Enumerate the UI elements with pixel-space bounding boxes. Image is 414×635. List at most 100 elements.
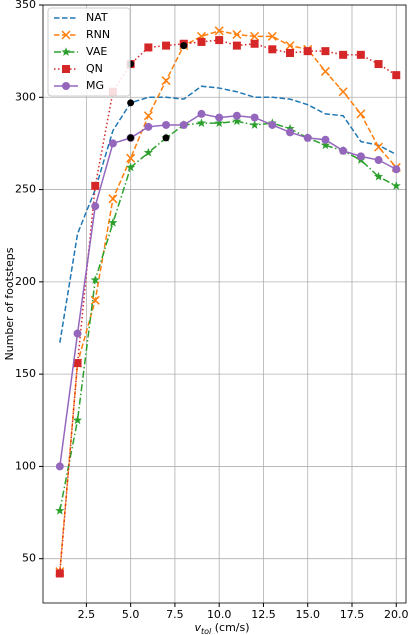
- legend-label: VAE: [86, 45, 107, 58]
- marker: [339, 50, 348, 59]
- x-label-rest: (cm/s): [211, 621, 249, 634]
- marker: [73, 329, 82, 338]
- marker: [285, 123, 295, 133]
- series-line: [59, 113, 397, 467]
- marker: [232, 116, 242, 126]
- marker: [62, 65, 70, 73]
- marker: [232, 30, 242, 40]
- marker: [285, 41, 295, 51]
- x-tick-label: 10.0: [207, 608, 232, 621]
- marker: [161, 76, 171, 86]
- marker: [374, 60, 383, 69]
- marker: [143, 147, 153, 157]
- marker: [144, 43, 153, 52]
- marker: [356, 109, 366, 119]
- y-tick-label: 300: [15, 90, 36, 103]
- x-tick-label: 7.5: [166, 608, 184, 621]
- y-tick-label: 250: [15, 183, 36, 196]
- y-tick-label: 200: [15, 275, 36, 288]
- marker: [320, 140, 330, 150]
- series-line: [59, 30, 397, 572]
- x-tick-label: 17.5: [340, 608, 365, 621]
- x-tick-label: 20.0: [384, 608, 409, 621]
- marker: [126, 162, 136, 172]
- marker: [373, 171, 384, 181]
- marker: [91, 202, 100, 211]
- marker: [55, 505, 65, 515]
- plot-frame: [42, 4, 407, 604]
- y-tick-label: 50: [22, 552, 36, 565]
- y-axis-label: Number of footsteps: [3, 247, 16, 360]
- marker: [303, 47, 312, 56]
- marker: [392, 165, 401, 174]
- marker: [144, 122, 153, 131]
- x-label-main: v: [194, 621, 201, 634]
- highlight-point: [162, 134, 170, 142]
- marker: [250, 31, 260, 41]
- x-tick-label: 12.5: [251, 608, 276, 621]
- marker: [108, 217, 118, 227]
- marker: [215, 113, 224, 122]
- marker: [162, 41, 171, 50]
- marker: [215, 36, 224, 45]
- marker: [73, 359, 82, 368]
- marker: [143, 111, 153, 121]
- marker: [374, 142, 384, 152]
- y-tick-label: 150: [15, 367, 36, 380]
- marker: [321, 135, 330, 144]
- marker: [286, 128, 295, 137]
- x-tick-label: 5.0: [122, 608, 140, 621]
- legend-box: [47, 7, 131, 97]
- marker: [55, 462, 64, 471]
- marker: [214, 26, 224, 36]
- marker: [250, 39, 259, 48]
- marker: [62, 82, 70, 90]
- series-line: [59, 85, 397, 343]
- marker: [392, 71, 401, 80]
- marker: [374, 156, 383, 165]
- marker: [61, 30, 71, 40]
- marker: [391, 181, 401, 190]
- marker: [338, 87, 348, 97]
- marker: [268, 45, 277, 54]
- x-label-sub: tol: [201, 627, 212, 635]
- highlight-point: [180, 42, 188, 50]
- highlight-point: [127, 134, 135, 142]
- marker: [250, 113, 259, 122]
- marker: [356, 152, 365, 161]
- y-tick-label: 350: [15, 0, 36, 11]
- marker: [250, 120, 260, 129]
- marker: [267, 31, 277, 41]
- x-axis-label: vtol (cm/s): [194, 621, 249, 635]
- marker: [214, 118, 224, 128]
- y-tick-label: 100: [15, 459, 36, 472]
- marker: [90, 295, 100, 305]
- marker: [320, 66, 330, 76]
- marker: [232, 111, 241, 120]
- marker: [286, 48, 295, 57]
- x-tick-label: 2.5: [78, 608, 96, 621]
- marker: [321, 47, 330, 56]
- marker: [339, 146, 348, 155]
- marker: [232, 41, 241, 50]
- marker: [108, 194, 118, 204]
- marker: [61, 47, 71, 56]
- marker: [90, 275, 100, 284]
- marker: [91, 181, 100, 190]
- legend-label: NAT: [86, 11, 108, 24]
- marker: [356, 50, 365, 59]
- legend-label: MG: [86, 79, 104, 92]
- series-line: [59, 120, 397, 511]
- marker: [179, 120, 188, 129]
- marker: [55, 569, 64, 578]
- series-line: [59, 39, 397, 574]
- marker: [126, 153, 136, 163]
- legend-label: QN: [86, 62, 103, 75]
- legend: NAT RNN VAE QN MG: [47, 7, 131, 97]
- highlight-point: [127, 99, 135, 107]
- marker: [268, 120, 277, 129]
- marker: [197, 37, 206, 46]
- marker: [72, 415, 83, 425]
- marker: [197, 109, 206, 118]
